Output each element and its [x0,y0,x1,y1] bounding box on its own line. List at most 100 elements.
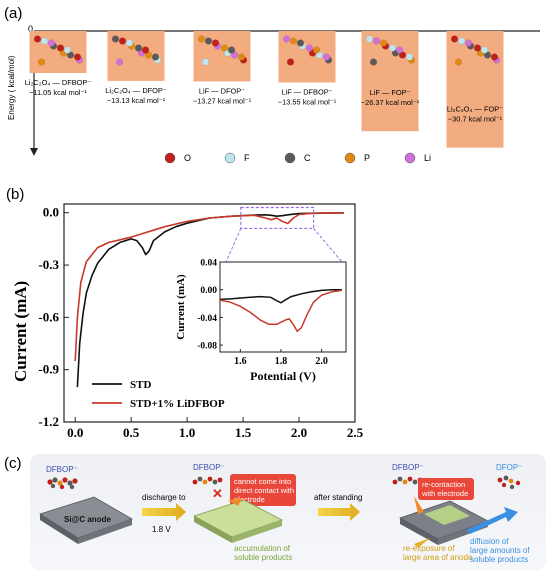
y-tick-label: -0.3 [38,257,59,272]
no-contact-box [230,474,296,506]
dfbop-label-1: DFBOP⁻ [46,465,78,474]
zoom-connector [313,228,343,263]
atom-legend-swatch [344,152,356,164]
atom-legend-label: O [184,153,191,163]
x-tick-label: 1.5 [235,425,252,440]
atom-legend-swatch [224,152,236,164]
molecule-cluster-1 [47,477,78,490]
complex-name: LiF — FOP⁻ [370,88,411,97]
approach-arrow-icon [228,498,242,506]
x-tick-label: 0.5 [123,425,140,440]
discharge-arrow-icon [142,503,186,521]
molecule-model [365,35,416,66]
recontact-arrow-icon [414,496,424,514]
inset-plot: 1.6 1.8 2.0 0.04 0.00 -0.04 -0.08 Potential (V)… [175,228,347,383]
atom-legend: O F C P Li [164,152,431,164]
dfop-label: DFOP⁻ [496,463,522,472]
binding-energy-label: −11.05 kcal mol⁻¹ [29,88,87,97]
legend-label: STD+1% LiDFBOP [130,398,225,410]
molecule-model [197,35,248,66]
mechanism-schematic: (c) DFBOP⁻ Si@C anode discharge to 1.8 V… [4,454,546,570]
blocked-x-icon: ✕ [212,486,223,501]
y-tick-label: -0.6 [38,309,59,324]
legend-label: STD [130,379,151,391]
energy-bars: Li₂C₂O₄ — DFBOP⁻−11.05 kcal mol⁻¹ Li₂C₂O₄… [25,31,504,148]
energy-axis-label: Energy ( kcal/mol) [7,55,16,120]
reexposure-line-2: large area of anode [403,553,473,562]
x-tick-label: 2.0 [291,425,307,440]
zoom-box [240,206,315,230]
accumulation-line-1: accumulation of [234,544,291,553]
zoom-connector [225,228,242,263]
inset-series-std [219,288,342,304]
atom-legend-label: P [364,153,370,163]
zero-label: 0 [28,24,33,34]
inset-y-tick-label: 0.04 [200,259,217,269]
main-plot: 0.0 0.5 1.0 1.5 2.0 2.5 0.0 -0.3 -0.6 -0.9 -1.2 STD… [38,203,364,440]
y-tick-label: -0.9 [38,362,59,377]
atom-legend-label: F [244,153,250,163]
molecule-model [282,35,333,66]
complex-name: LiF — DFBOP⁻ [281,87,332,96]
diffusion-line-1: diffusion of [470,537,509,546]
x-tick-label: 2.5 [347,425,364,440]
panel-b: (b) Current (mA) 0.0 0.5 1.0 1.5 2.0 2.5 0.0 -0… [0,182,550,450]
panel-a-label: (a) [4,5,22,22]
molecule-cluster-2 [192,476,223,485]
panel-c-label: (c) [4,455,22,472]
inset-x-tick-label: 1.8 [275,356,288,367]
diffusion-arrow-icon [466,507,518,534]
molecule-model [111,35,162,66]
x-tick-label: 1.0 [179,425,195,440]
inset-y-tick-label: -0.08 [197,342,217,352]
inset-y-tick-label: -0.04 [197,314,217,324]
diffusion-line-2: large amounts of [470,546,530,555]
inset-frame [219,261,347,353]
exposure-arrow-icon [414,538,430,548]
binding-energy-label: −13.55 kcal mol⁻¹ [278,97,337,106]
dfbop-label-2: DFBOP⁻ [193,463,225,472]
recontact-line-1: re-contaction [422,480,465,489]
complex-name: Li₂C₂O₄ — FOP⁻ [447,105,503,114]
no-contact-line-3: electrode [234,495,265,504]
no-contact-line-2: direct contact with [234,486,294,495]
molecule-cluster-3 [392,476,423,485]
atom-legend-label: Li [424,153,431,163]
discharge-voltage: 1.8 V [152,525,171,534]
binding-energy-label: −13.27 kcal mol⁻¹ [193,96,252,105]
molecule-model [450,35,501,66]
molecule-model [33,35,84,66]
diffusion-line-3: soluble products [470,555,528,564]
complex-name: Li₂C₂O₄ — DFBOP⁻ [25,78,92,87]
atom-legend-label: C [304,153,311,163]
panel-a: (a) 0 Energy ( kcal/mol) Li₂C₂O₄ — DFBOP… [0,0,550,180]
inset-y-tick-label: 0.00 [200,286,217,296]
y-axis-title: Current (mA) [11,281,30,382]
series-line-lidfbop [74,212,344,362]
panel-b-label: (b) [6,186,24,203]
inset-series-lidfbop [219,289,343,333]
x-tick-label: 0.0 [67,425,83,440]
y-tick-label: -1.2 [38,414,59,429]
accumulation-line-2: soluble products [234,553,292,562]
standing-arrow-icon [318,503,360,521]
inset-x-axis-title: Potential (V) [250,369,316,383]
no-contact-line-1: cannot come into [234,477,291,486]
y-tick-label: 0.0 [43,205,59,220]
energy-diagram: (a) 0 Energy ( kcal/mol) Li₂C₂O₄ — DFBOP… [4,5,540,164]
inset-x-tick-label: 1.6 [234,356,247,367]
molecule-cluster-dfop [497,475,521,490]
series-line-std [76,212,344,388]
anode-label: Si@C anode [64,515,111,524]
atom-legend-swatch [284,152,296,164]
recontact-line-2: with electrode [421,489,468,498]
atom-legend-swatch [164,152,176,164]
energy-bar [446,31,504,148]
inset-y-axis-title: Current (mA) [175,274,187,340]
binding-energy-label: −13.13 kcal mol⁻¹ [107,96,166,105]
discharge-label: discharge to [142,493,186,502]
plot-frame [63,203,356,423]
recontact-box [418,478,474,500]
binding-energy-label: −26.37 kcal mol⁻¹ [361,98,420,107]
binding-energy-label: −30.7 kcal mol⁻¹ [448,115,503,124]
